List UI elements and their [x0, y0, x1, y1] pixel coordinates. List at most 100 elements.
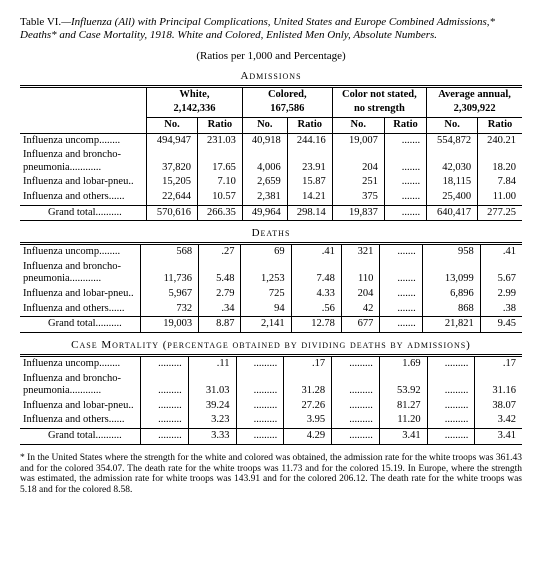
cell: ....... — [380, 245, 422, 260]
cell: 42,030 — [427, 148, 478, 175]
cell: 18,115 — [427, 175, 478, 190]
cell: 554,872 — [427, 133, 478, 148]
footnote: * In the United States where the strengt… — [20, 453, 522, 497]
cell: 19,007 — [332, 133, 384, 148]
col-group-sub: no strength — [332, 102, 426, 117]
cell: 494,947 — [147, 133, 198, 148]
cell: 9.45 — [480, 317, 522, 333]
cell: ......... — [332, 399, 380, 414]
cell: ......... — [332, 413, 380, 428]
cell: ......... — [427, 372, 475, 399]
cell: 2.79 — [199, 287, 241, 302]
cell: 5.67 — [480, 260, 522, 287]
cell: 31.16 — [475, 372, 522, 399]
cell: ....... — [380, 260, 422, 287]
sub-col: Ratio — [478, 117, 522, 133]
col-group: Color not stated, — [332, 86, 426, 102]
row-label: Influenza and broncho-pneumonia.........… — [20, 148, 147, 175]
cell: 14.21 — [287, 190, 332, 205]
cell: 1.69 — [379, 357, 427, 372]
row-label: Influenza and broncho-pneumonia.........… — [20, 260, 141, 287]
cell: ......... — [141, 357, 189, 372]
cell: 40,918 — [242, 133, 287, 148]
cell: 94 — [241, 302, 291, 317]
row-label: Influenza and others...... — [20, 413, 141, 428]
section-deaths: Deaths — [20, 227, 522, 240]
cell: ......... — [236, 357, 284, 372]
row-label: Influenza and broncho-pneumonia.........… — [20, 372, 141, 399]
cell: 958 — [422, 245, 480, 260]
table-row: Grand total...................3.33......… — [20, 429, 522, 445]
cell: ......... — [141, 429, 189, 445]
cell: .56 — [291, 302, 341, 317]
cell: 69 — [241, 245, 291, 260]
cell: 725 — [241, 287, 291, 302]
row-label: Influenza and lobar-pneu.. — [20, 399, 141, 414]
cell: 640,417 — [427, 205, 478, 221]
sub-col: Ratio — [384, 117, 426, 133]
row-label: Influenza uncomp........ — [20, 133, 147, 148]
cell: ....... — [384, 205, 426, 221]
cell: ....... — [380, 302, 422, 317]
cell: 7.10 — [197, 175, 242, 190]
cell: 6,896 — [422, 287, 480, 302]
col-group: Average annual, — [427, 86, 522, 102]
table-row: Grand total..........19,0038.872,14112.7… — [20, 317, 522, 333]
cell: 204 — [341, 287, 379, 302]
cell: 11.00 — [478, 190, 522, 205]
cell: 3.33 — [188, 429, 236, 445]
cell: 244.16 — [287, 133, 332, 148]
cell: ....... — [380, 287, 422, 302]
cell: 19,003 — [141, 317, 199, 333]
cell: 4.33 — [291, 287, 341, 302]
cell: 568 — [141, 245, 199, 260]
deaths-table: Influenza uncomp........568.2769.41321..… — [20, 242, 522, 333]
title-main: —Influenza (All) with Principal Complica… — [20, 16, 495, 41]
row-label: Influenza uncomp........ — [20, 357, 141, 372]
table-row: Influenza uncomp........568.2769.41321..… — [20, 245, 522, 260]
cell: 298.14 — [287, 205, 332, 221]
cell: 3.42 — [475, 413, 522, 428]
col-group-sub: 167,586 — [242, 102, 332, 117]
cell: 3.41 — [475, 429, 522, 445]
cell: 17.65 — [197, 148, 242, 175]
cell: .17 — [284, 357, 332, 372]
cell: 3.41 — [379, 429, 427, 445]
row-label: Influenza and others...... — [20, 302, 141, 317]
cell: 240.21 — [478, 133, 522, 148]
cell: 204 — [332, 148, 384, 175]
cell: 31.28 — [284, 372, 332, 399]
cell: 21,821 — [422, 317, 480, 333]
cell: 22,644 — [147, 190, 198, 205]
table-row: Influenza and broncho-pneumonia.........… — [20, 260, 522, 287]
table-row: Influenza and others......732.3494.5642.… — [20, 302, 522, 317]
cell: ......... — [141, 372, 189, 399]
col-group-sub: 2,142,336 — [147, 102, 243, 117]
table-row: Influenza uncomp..................11....… — [20, 357, 522, 372]
cell: 2,141 — [241, 317, 291, 333]
cell: 2.99 — [480, 287, 522, 302]
table-row: Grand total..........570,616266.3549,964… — [20, 205, 522, 221]
row-label: Grand total.......... — [20, 429, 141, 445]
cell: ......... — [236, 429, 284, 445]
table-row: Influenza and others......22,64410.572,3… — [20, 190, 522, 205]
row-label: Grand total.......... — [20, 205, 147, 221]
cell: 13,099 — [422, 260, 480, 287]
sub-col: No. — [147, 117, 198, 133]
cell: 25,400 — [427, 190, 478, 205]
table-row: Influenza and others...............3.23.… — [20, 413, 522, 428]
cell: ......... — [236, 372, 284, 399]
table-row: Influenza uncomp........494,947231.0340,… — [20, 133, 522, 148]
cell: ......... — [141, 413, 189, 428]
col-group: Colored, — [242, 86, 332, 102]
cell: 266.35 — [197, 205, 242, 221]
cell: 11.20 — [379, 413, 427, 428]
cell: 39.24 — [188, 399, 236, 414]
cell: 5,967 — [141, 287, 199, 302]
cell: .17 — [475, 357, 522, 372]
cell: 110 — [341, 260, 379, 287]
sub-col: Ratio — [287, 117, 332, 133]
cell: 15,205 — [147, 175, 198, 190]
cell: ....... — [380, 317, 422, 333]
cell: ......... — [236, 399, 284, 414]
